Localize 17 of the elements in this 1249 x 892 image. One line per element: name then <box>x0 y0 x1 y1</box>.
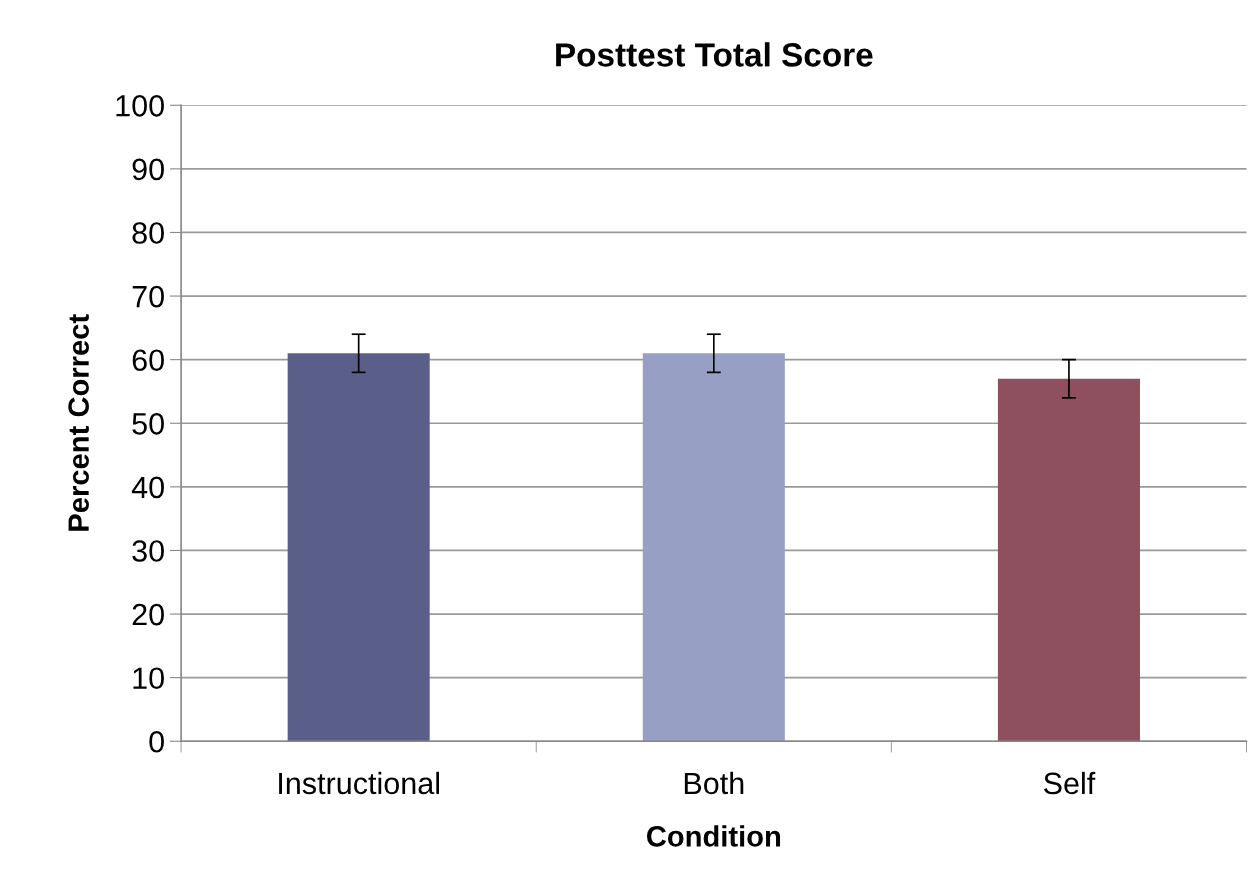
y-tick-label: 80 <box>132 222 164 244</box>
x-tick-label: Instructional <box>279 771 440 795</box>
x-axis-title: Condition <box>646 825 781 847</box>
y-tick-label: 50 <box>132 412 164 435</box>
y-tick-label: 10 <box>133 667 164 690</box>
y-tick-label: 30 <box>132 540 164 562</box>
y-tick-label: 40 <box>131 476 164 499</box>
y-axis-title: Percent Correct <box>68 314 89 531</box>
y-tick-label: 70 <box>132 285 164 308</box>
x-tick-label: Self <box>1044 771 1096 795</box>
y-tick-label: 20 <box>132 603 164 626</box>
y-tick-label: 90 <box>132 158 164 181</box>
y-tick-label: 0 <box>149 730 164 753</box>
x-tick-label: Both <box>684 771 744 795</box>
chart-title: Posttest Total Score <box>556 42 873 67</box>
y-tick-label: 100 <box>116 94 164 117</box>
y-tick-label: 60 <box>132 349 164 372</box>
